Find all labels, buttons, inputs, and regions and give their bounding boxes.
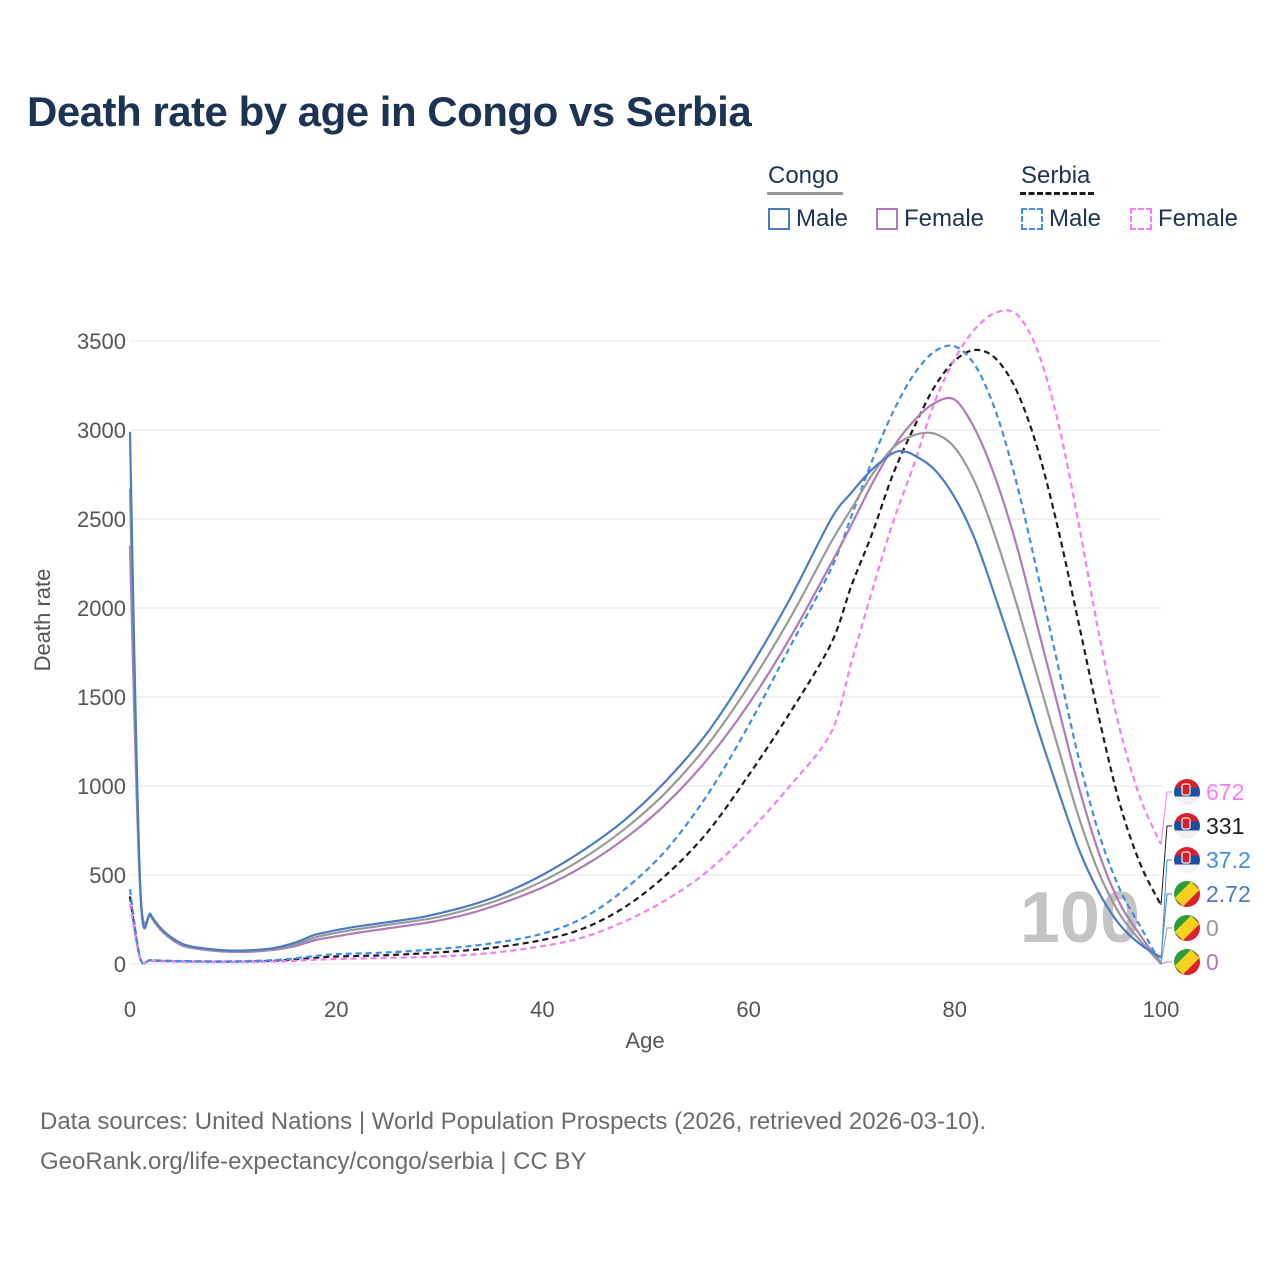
end-connector-2 (1160, 961, 1172, 965)
end-connector-4 (1160, 825, 1172, 906)
series-congo-male (128, 431, 1162, 959)
y-tick-7: 3500 (77, 329, 126, 354)
x-tick-2: 40 (530, 997, 554, 1022)
x-tick-5: 100 (1143, 997, 1180, 1022)
y-tick-4: 2000 (77, 596, 126, 621)
end-labels: 672 331 37.2 2.72 0 0 (1160, 779, 1251, 976)
legend-label-serbia-male: Male (1049, 205, 1102, 232)
end-flag-congo-4 (1174, 914, 1200, 942)
flag-serbia-shield (1181, 783, 1191, 796)
chart-title: Death rate by age in Congo vs Serbia (27, 88, 752, 135)
series-serbia-male (128, 344, 1162, 965)
legend-swatch-congo-male (768, 208, 790, 230)
legend-swatch-serbia-female (1130, 208, 1152, 230)
flag-serbia-white (1174, 830, 1200, 839)
legend-label-congo-male: Male (796, 205, 849, 232)
end-flag-serbia-2 (1174, 847, 1200, 873)
legend-label-congo-female: Female (904, 205, 985, 232)
y-axis-ticks: 0 500 1000 1500 2000 2500 3000 3500 (77, 329, 126, 977)
y-tick-1: 500 (89, 863, 126, 888)
legend-swatch-congo-female (876, 208, 898, 230)
end-connector-5 (1160, 791, 1172, 845)
y-tick-0: 0 (114, 952, 126, 977)
x-tick-0: 0 (124, 997, 136, 1022)
flag-serbia-white (1174, 796, 1200, 805)
end-connector-0 (1160, 893, 1172, 958)
flag-congo-yellow (1174, 915, 1200, 941)
legend-item-serbia-male[interactable]: Male (1021, 205, 1101, 233)
end-flag-congo-3 (1174, 880, 1200, 908)
end-label-value-1: 331 (1206, 813, 1244, 839)
end-flag-serbia-1 (1174, 813, 1200, 839)
legend-item-congo-male[interactable]: Male (768, 205, 848, 233)
y-tick-5: 2500 (77, 507, 126, 532)
end-label-value-5: 0 (1206, 949, 1219, 975)
end-label-value-0: 672 (1206, 779, 1244, 805)
x-axis-label: Age (625, 1028, 664, 1053)
y-axis-label: Death rate (30, 569, 55, 672)
legend-swatch-serbia-male (1021, 208, 1043, 230)
source-line-2: GeoRank.org/life-expectancy/congo/serbia… (40, 1148, 587, 1175)
y-tick-2: 1000 (77, 774, 126, 799)
flag-congo-yellow (1174, 949, 1200, 975)
end-connector-3 (1160, 859, 1172, 965)
y-tick-6: 3000 (77, 418, 126, 443)
end-flag-congo-5 (1174, 948, 1200, 976)
series-serbia-female (128, 309, 1163, 965)
legend-group-serbia-line (1020, 192, 1094, 195)
legend-group-congo-line (767, 192, 843, 195)
y-tick-3: 1500 (77, 685, 126, 710)
series-lines (128, 309, 1163, 965)
x-tick-4: 80 (943, 997, 967, 1022)
legend-item-congo-female[interactable]: Female (876, 205, 984, 233)
legend-item-serbia-female[interactable]: Female (1130, 205, 1238, 233)
source-line-1: Data sources: United Nations | World Pop… (40, 1108, 987, 1135)
end-label-value-4: 0 (1206, 915, 1219, 941)
end-label-value-2: 37.2 (1206, 847, 1251, 873)
legend-group-congo: Congo (768, 162, 839, 189)
x-tick-3: 60 (736, 997, 760, 1022)
flag-serbia-shield (1181, 817, 1191, 830)
flag-congo-yellow (1174, 881, 1200, 907)
x-axis-ticks: 0 20 40 60 80 100 (124, 997, 1179, 1022)
flag-serbia-shield (1181, 851, 1191, 864)
x-tick-1: 20 (324, 997, 348, 1022)
end-flag-serbia-0 (1174, 779, 1200, 805)
flag-serbia-white (1174, 864, 1200, 873)
legend-group-serbia: Serbia (1021, 162, 1091, 189)
series-congo-female (128, 396, 1162, 965)
legend-label-serbia-female: Female (1158, 205, 1239, 232)
end-label-value-3: 2.72 (1206, 881, 1251, 907)
end-connector-1 (1160, 927, 1172, 965)
